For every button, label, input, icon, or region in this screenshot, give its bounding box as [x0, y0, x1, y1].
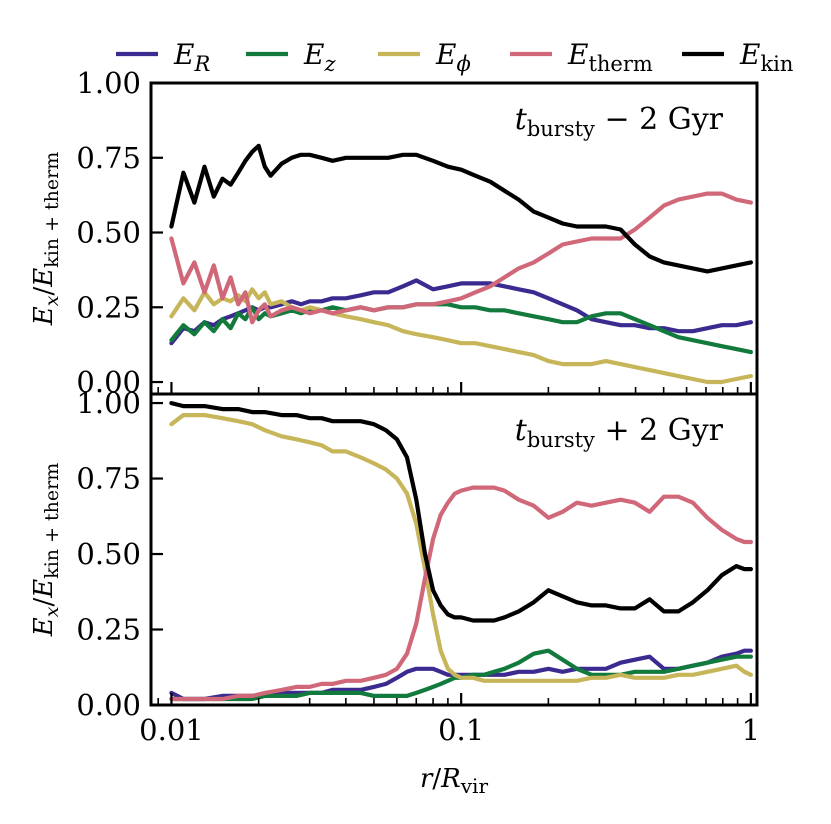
legend-item-e-therm: Etherm — [510, 38, 653, 76]
bottom-series-e-z — [169, 648, 754, 702]
bottom-series-e-r — [169, 648, 754, 702]
legend-label: Ez — [303, 38, 336, 76]
bottom-series-e-kin — [169, 401, 754, 623]
x-tick-label: 0.01 — [139, 713, 204, 747]
bottom-series-e-phi — [169, 413, 754, 683]
bottom-y-tick-label: 0.25 — [76, 613, 141, 647]
top-series-group — [169, 143, 754, 385]
x-axis-label-text: r/Rvir — [420, 764, 488, 798]
legend-label: Etherm — [567, 38, 653, 76]
top-y-tick-label: 0.00 — [76, 365, 141, 399]
top-series-e-r — [169, 278, 754, 346]
legend-label: Ekin — [739, 38, 793, 76]
bottom-y-tick-label: 0.50 — [76, 537, 141, 571]
top-series-e-kin — [169, 143, 754, 274]
top-annotation: tbursty − 2 Gyr — [515, 102, 724, 141]
panel-top: 0.00 0.25 0.50 0.75 1.00 tbursty − 2 Gyr Ex/Ek… — [29, 66, 759, 399]
top-y-tick-label: 0.25 — [76, 290, 141, 324]
bottom-y-tick-label: 0.00 — [76, 688, 141, 722]
top-series-e-phi — [169, 287, 754, 385]
bottom-y-axis-label: Ex/Ekin + therm — [29, 463, 63, 638]
legend-item-e-z: Ez — [246, 38, 336, 76]
legend: ER Ez Eϕ Etherm Ekin — [116, 38, 793, 76]
legend-item-e-r: ER — [116, 38, 210, 76]
bottom-y-tick-label: 1.00 — [76, 386, 141, 420]
top-y-tick-label: 0.75 — [76, 141, 141, 175]
x-axis-label: r/Rvir — [420, 764, 488, 798]
top-y-axis-label: Ex/Ekin + therm — [29, 152, 63, 327]
legend-label: ER — [173, 38, 210, 76]
bottom-y-tick-label: 0.75 — [76, 462, 141, 496]
top-series-e-therm — [169, 191, 754, 325]
legend-label: Eϕ — [435, 38, 471, 76]
legend-item-e-phi: Eϕ — [378, 38, 471, 76]
bottom-series-e-therm — [169, 485, 754, 702]
top-y-tick-label: 1.00 — [76, 66, 141, 100]
bottom-series-group — [169, 401, 754, 702]
x-tick-label: 0.1 — [438, 713, 484, 747]
legend-item-e-kin: Ekin — [682, 38, 793, 76]
top-y-tick-label: 0.50 — [76, 216, 141, 250]
x-tick-label: 1 — [742, 713, 760, 747]
panel-bottom: 0.00 0.25 0.50 0.75 1.00 tbursty + 2 Gyr Ex/Ek… — [29, 386, 760, 747]
bottom-annotation: tbursty + 2 Gyr — [515, 413, 724, 452]
bottom-axes-frame — [149, 392, 759, 707]
